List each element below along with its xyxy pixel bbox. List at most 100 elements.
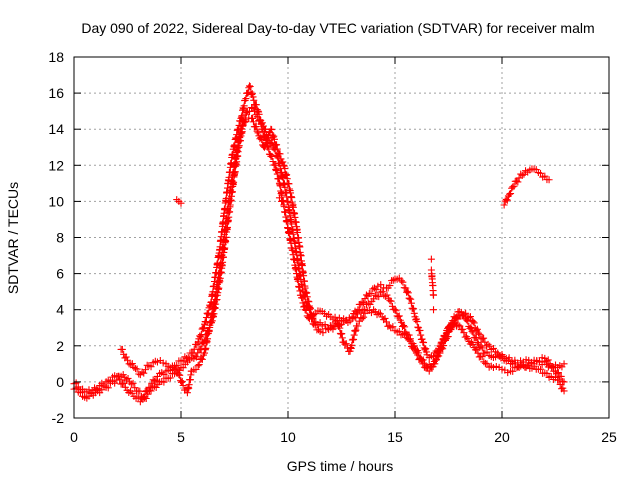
data-point [412,316,420,324]
data-point [400,330,408,338]
data-point [358,315,366,323]
data-point [120,379,128,387]
data-point [537,365,545,373]
data-point [152,384,160,392]
data-point [351,327,359,335]
data-point [560,387,568,395]
data-point [386,282,394,290]
data-point [397,277,405,285]
data-point [253,127,261,135]
data-point [498,350,506,358]
data-point [128,360,136,368]
data-point [242,110,250,118]
data-point [248,90,256,98]
y-tick-label: 18 [48,49,64,65]
data-point [190,345,198,353]
data-point [442,332,450,340]
data-point [128,389,136,397]
x-axis-label: GPS time / hours [287,458,394,474]
data-point [270,132,278,140]
data-point [418,356,426,364]
data-point [141,366,149,374]
data-point [140,393,148,401]
data-point [352,326,360,334]
data-point [202,318,210,326]
data-point [402,284,410,292]
data-point [400,322,408,330]
data-point [410,309,418,317]
data-point [404,289,412,297]
y-tick-label: 8 [56,230,64,246]
data-point [348,313,356,321]
data-point [518,171,526,179]
data-point [560,360,568,368]
data-point [425,367,433,375]
data-point [194,338,202,346]
data-point [130,363,138,371]
data-point [473,325,481,333]
x-tick-label: 0 [70,429,78,445]
data-point [469,340,477,348]
data-point [422,345,430,353]
y-tick-label: 16 [48,85,64,101]
data-point [436,347,444,355]
data-point [520,170,528,178]
data-point [454,321,462,329]
data-point [249,93,257,101]
data-point [350,331,358,339]
data-point [354,306,362,314]
data-point [166,374,174,382]
data-point [455,308,463,316]
data-point [407,299,415,307]
data-point [414,351,422,359]
data-point [183,354,191,362]
data-point [124,374,132,382]
data-point [280,161,288,169]
data-point [373,311,381,319]
data-point [430,291,438,299]
data-point [177,199,185,207]
data-point [177,377,185,385]
data-point [254,129,262,137]
data-point [298,294,306,302]
data-point [321,321,329,329]
data-point [507,190,515,198]
data-point [314,326,322,334]
data-point [486,342,494,350]
data-point [310,320,318,328]
data-point [403,287,411,295]
data-point [179,382,187,390]
data-point [395,312,403,320]
data-point [505,190,513,198]
data-point [381,314,389,322]
data-point [131,384,139,392]
data-point [371,291,379,299]
data-point [469,318,477,326]
data-point [546,360,554,368]
data-point [258,136,266,144]
grid-lines [74,57,609,418]
data-point [360,313,368,321]
axis-ticks: -2 0 2 4 6 8 10 12 14 16 18 0 5 10 15 20 25 [48,49,617,445]
data-point [420,339,428,347]
data-point [249,114,257,122]
data-point [556,380,564,388]
data-point [192,353,200,361]
data-point [285,180,293,188]
data-point [283,171,291,179]
data-point [173,361,181,369]
data-point [245,82,253,90]
y-tick-label: 10 [48,193,64,209]
data-point [458,312,466,320]
data-point [91,384,99,392]
data-point [417,331,425,339]
data-point [367,290,375,298]
data-point [302,306,310,314]
data-point [470,319,478,327]
data-point [192,366,200,374]
data-point [389,323,397,331]
data-point [336,324,344,332]
data-point [383,291,391,299]
data-point [469,329,477,337]
data-point [144,388,152,396]
